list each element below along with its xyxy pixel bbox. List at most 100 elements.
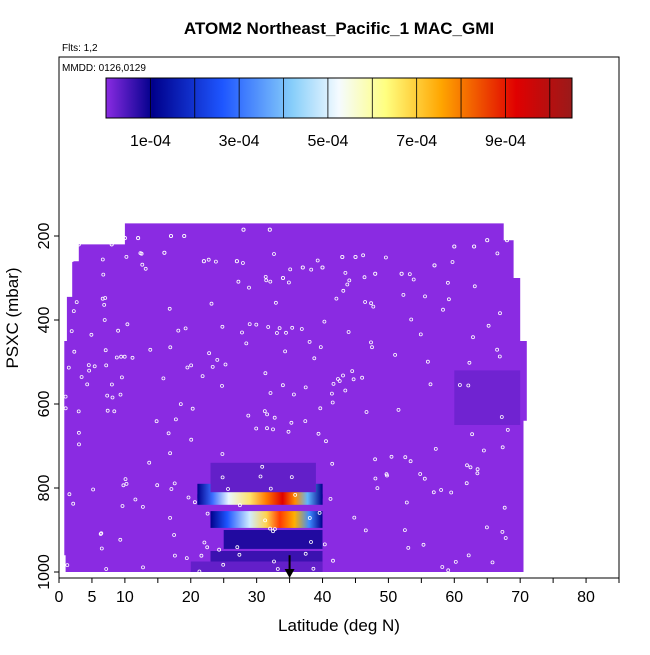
x-tick-label: 50 xyxy=(380,589,398,606)
track-point xyxy=(423,294,427,299)
flight-marker-arrow xyxy=(284,569,295,578)
x-tick-label: 20 xyxy=(182,589,200,606)
track-point xyxy=(260,464,265,469)
track-point xyxy=(213,259,218,264)
track-point xyxy=(343,388,348,393)
track-point xyxy=(300,265,305,270)
track-point xyxy=(268,486,273,491)
track-point xyxy=(498,311,502,316)
track-point xyxy=(421,542,426,547)
track-point xyxy=(85,382,90,387)
track-point xyxy=(406,546,411,550)
track-point xyxy=(407,272,412,277)
track-point xyxy=(299,327,304,331)
track-point xyxy=(268,391,273,395)
track-point xyxy=(371,304,376,309)
track-point xyxy=(267,227,272,232)
track-point xyxy=(484,525,489,530)
track-point xyxy=(370,345,374,350)
colorbar-tick-label: 3e-04 xyxy=(219,133,260,150)
track-point xyxy=(161,376,166,381)
track-point xyxy=(446,568,451,573)
track-point xyxy=(89,332,94,337)
x-tick-label: 10 xyxy=(116,589,134,606)
x-tick-label: 5 xyxy=(87,589,96,606)
track-point xyxy=(317,511,322,515)
x-axis-label: Latitude (deg N) xyxy=(278,616,400,635)
track-point xyxy=(63,406,68,411)
track-point xyxy=(324,439,328,444)
track-point xyxy=(383,255,388,260)
track-point xyxy=(172,533,177,537)
track-point xyxy=(266,325,271,329)
track-point xyxy=(467,360,472,365)
track-point xyxy=(330,461,335,466)
track-point xyxy=(353,254,358,260)
track-point xyxy=(288,267,293,272)
track-point xyxy=(289,475,294,480)
track-point xyxy=(186,495,191,500)
track-point xyxy=(124,481,129,486)
track-point xyxy=(183,326,188,331)
track-point xyxy=(284,330,288,335)
track-point xyxy=(457,383,462,387)
track-point xyxy=(275,567,280,571)
track-point xyxy=(140,262,145,267)
track-point xyxy=(162,250,167,255)
track-point xyxy=(133,497,138,502)
x-tick-label: 0 xyxy=(55,589,64,606)
track-point xyxy=(112,409,117,414)
track-point xyxy=(403,455,408,460)
track-point xyxy=(169,487,174,491)
track-point xyxy=(114,355,119,360)
track-point xyxy=(71,501,76,506)
flights-label: Flts: 1,2 xyxy=(62,43,98,54)
track-point xyxy=(369,301,374,306)
track-point xyxy=(271,529,275,534)
track-point xyxy=(384,472,389,477)
colorbar-tick-label: 7e-04 xyxy=(396,133,437,150)
track-point xyxy=(309,267,314,272)
track-point xyxy=(173,417,178,422)
track-point xyxy=(120,375,124,380)
track-point xyxy=(77,442,81,447)
track-point xyxy=(475,467,480,472)
track-point xyxy=(341,373,345,378)
track-point xyxy=(497,354,502,359)
track-point xyxy=(118,392,123,397)
y-tick-label: 1000 xyxy=(36,554,53,590)
track-point xyxy=(433,446,438,451)
track-point xyxy=(375,486,380,491)
track-point xyxy=(311,566,316,571)
track-point xyxy=(273,300,278,305)
track-point xyxy=(223,362,228,367)
y-axis: 200 400 600 800 1000 xyxy=(36,223,59,590)
y-tick-label: 600 xyxy=(36,391,53,418)
track-point xyxy=(312,356,317,361)
track-point xyxy=(166,431,171,436)
track-point xyxy=(352,515,357,520)
track-point xyxy=(363,528,368,533)
track-point xyxy=(247,285,251,290)
track-point xyxy=(432,263,437,268)
track-point xyxy=(272,252,276,256)
track-point xyxy=(147,460,152,465)
track-point xyxy=(350,369,355,374)
track-point xyxy=(226,487,230,491)
track-point xyxy=(503,536,508,540)
track-point xyxy=(184,556,189,560)
track-point xyxy=(449,490,454,495)
track-point xyxy=(286,429,291,434)
track-point xyxy=(290,325,295,330)
track-point xyxy=(428,382,433,387)
track-point xyxy=(466,383,471,388)
track-point xyxy=(178,402,183,407)
track-point xyxy=(272,415,277,420)
track-point xyxy=(185,365,190,370)
track-point xyxy=(120,504,125,508)
track-point xyxy=(124,254,129,259)
track-point xyxy=(315,258,320,263)
track-point xyxy=(331,558,335,563)
track-point xyxy=(363,300,368,304)
heatmap-cell xyxy=(210,462,316,493)
